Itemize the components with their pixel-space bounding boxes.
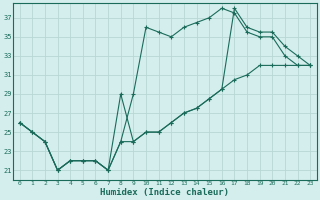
X-axis label: Humidex (Indice chaleur): Humidex (Indice chaleur) xyxy=(100,188,229,197)
